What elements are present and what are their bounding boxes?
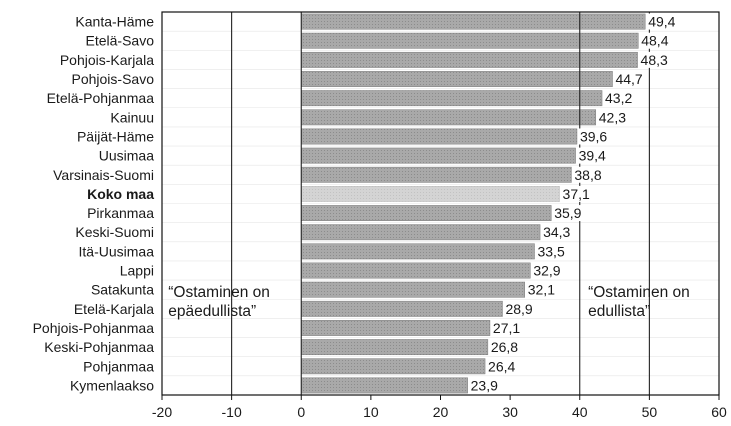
bar-keski-pohjanmaa — [301, 339, 489, 356]
bar-kymenlaakso — [301, 377, 468, 394]
category-label: Kanta-Häme — [75, 14, 154, 30]
value-label: 33,5 — [537, 243, 564, 259]
category-label: Keski-Suomi — [75, 224, 154, 240]
annotation-right-line-1: “Ostaminen on — [588, 284, 690, 301]
bar-pohjois-pohjanmaa — [301, 320, 491, 336]
category-label: Päijät-Häme — [77, 128, 154, 144]
category-label: Pohjois-Pohjanmaa — [33, 320, 155, 336]
value-label: 35,9 — [554, 205, 581, 221]
value-label: 28,9 — [505, 301, 532, 317]
value-label-bg — [487, 358, 518, 375]
category-label: Pohjois-Karjala — [60, 52, 154, 68]
x-tick-label: 60 — [711, 404, 727, 420]
bar-kanta-h-me — [301, 13, 646, 30]
category-label: Itä-Uusimaa — [79, 243, 155, 259]
bar-satakunta — [301, 281, 525, 298]
bar-etel-karjala — [301, 300, 503, 317]
category-label: Lappi — [120, 263, 154, 279]
x-tick-label: 10 — [363, 404, 379, 420]
value-label-bg — [504, 300, 535, 317]
value-label: 43,2 — [605, 90, 632, 106]
value-label-bg — [489, 339, 520, 356]
annotation-right-line-2: edullista” — [588, 303, 650, 320]
value-label-bg — [536, 243, 567, 260]
category-label: Pohjois-Savo — [72, 71, 155, 87]
value-label-bg — [561, 185, 592, 202]
value-label: 26,8 — [491, 339, 518, 355]
value-label: 23,9 — [471, 377, 498, 393]
value-label: 27,1 — [493, 320, 520, 336]
value-label: 48,3 — [641, 52, 668, 68]
value-label: 42,3 — [599, 109, 626, 125]
category-label: Uusimaa — [99, 148, 154, 164]
x-tick-label: -10 — [222, 404, 242, 420]
value-labels-group: 49,4 48,4 48,3 44,7 43,2 42,3 39,6 39,4 38,8 37,1… — [469, 13, 678, 394]
category-label: Etelä-Pohjanmaa — [47, 90, 155, 106]
bar-koko-maa — [301, 186, 560, 202]
x-tick-label: 40 — [572, 404, 588, 420]
value-label-bg — [604, 90, 635, 107]
bar-pirkanmaa — [301, 205, 552, 221]
x-tick-label: 50 — [642, 404, 658, 420]
value-label-bg — [469, 377, 500, 394]
category-label: Keski-Pohjanmaa — [44, 339, 154, 355]
value-label-bg — [639, 51, 670, 68]
value-label-bg — [573, 166, 604, 183]
category-label: Etelä-Savo — [86, 33, 155, 49]
value-label: 48,4 — [641, 33, 668, 49]
value-label-bg — [578, 128, 609, 145]
value-label: 37,1 — [563, 186, 590, 202]
annotation-left-line-2: epäedullista” — [168, 303, 256, 320]
x-tick-label: 20 — [433, 404, 449, 420]
value-label-bg — [491, 319, 522, 336]
value-label: 44,7 — [615, 71, 642, 87]
category-label: Kymenlaakso — [70, 377, 154, 393]
bar-it-uusimaa — [301, 243, 535, 260]
x-tick-label: -20 — [152, 404, 172, 420]
category-label: Koko maa — [87, 186, 154, 202]
value-label: 49,4 — [648, 14, 675, 30]
category-label: Etelä-Karjala — [74, 301, 154, 317]
bar-kainuu — [301, 109, 597, 126]
bar-pohjanmaa — [301, 358, 486, 375]
x-tick-label: 0 — [297, 404, 305, 420]
annotations-group: “Ostaminen on epäedullista” “Ostaminen on e… — [168, 284, 690, 320]
value-label-bg — [542, 224, 573, 241]
bar-uusimaa — [301, 147, 576, 164]
value-label-bg — [597, 109, 628, 126]
bar-keski-suomi — [301, 224, 541, 241]
value-label-bg — [647, 13, 678, 30]
annotation-left-line-1: “Ostaminen on — [168, 284, 270, 301]
value-label: 39,4 — [579, 148, 606, 164]
value-label: 34,3 — [543, 224, 570, 240]
category-labels-group: Kanta-Häme Etelä-Savo Pohjois-Karjala Pohjo… — [33, 14, 155, 394]
value-label: 38,8 — [574, 167, 601, 183]
value-label-bg — [614, 71, 645, 88]
category-label: Varsinais-Suomi — [53, 167, 154, 183]
value-label-bg — [553, 205, 584, 222]
bar-pohjois-savo — [301, 71, 613, 87]
value-label: 32,1 — [528, 282, 555, 298]
bar-etel-savo — [301, 32, 639, 49]
bar-p-ij-t-h-me — [301, 128, 578, 145]
x-axis-ticks-group: -20 -10 0 10 20 30 40 50 60 — [152, 395, 727, 420]
value-label: 32,9 — [533, 263, 560, 279]
gridlines-group — [162, 11, 719, 396]
bar-pohjois-karjala — [301, 51, 638, 68]
value-label-bg — [640, 32, 671, 49]
value-label: 26,4 — [488, 358, 515, 374]
bar-lappi — [301, 262, 531, 279]
category-label: Kainuu — [110, 109, 154, 125]
value-label-bg — [532, 262, 563, 279]
category-label: Pohjanmaa — [83, 358, 154, 374]
value-label-bg — [526, 281, 557, 298]
x-tick-label: 30 — [502, 404, 518, 420]
bar-etel-pohjanmaa — [301, 90, 603, 107]
bar-varsinais-suomi — [301, 166, 572, 183]
category-label: Satakunta — [91, 282, 154, 298]
category-label: Pirkanmaa — [87, 205, 154, 221]
value-label-bg — [577, 147, 608, 164]
value-label: 39,6 — [580, 128, 607, 144]
